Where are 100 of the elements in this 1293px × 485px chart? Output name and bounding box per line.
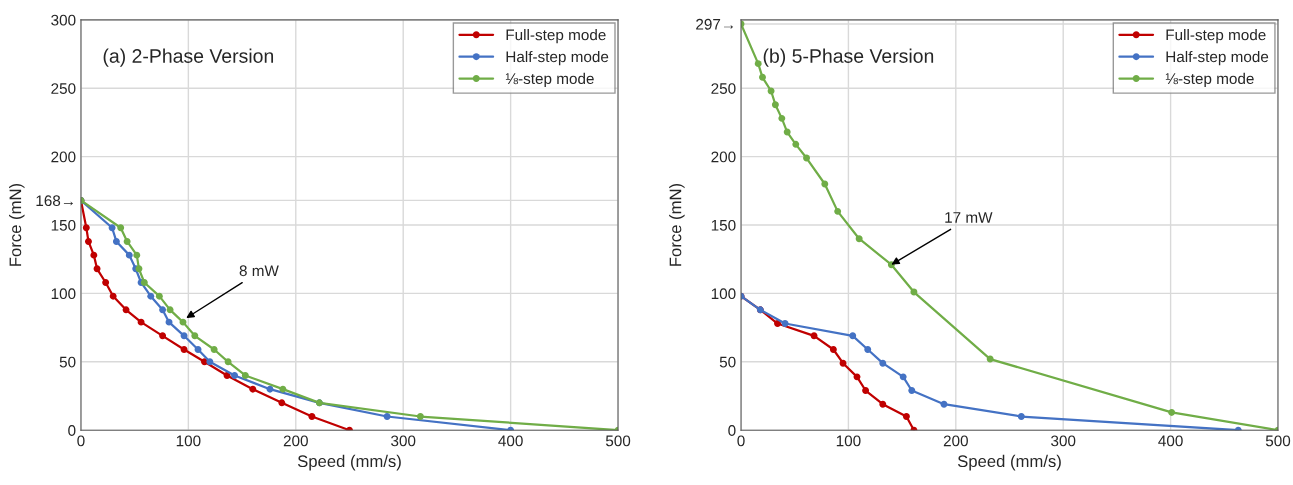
point <box>191 332 199 340</box>
point <box>180 346 188 353</box>
point <box>855 235 863 243</box>
point <box>778 114 786 122</box>
point <box>829 346 837 353</box>
y-tick-label: 150 <box>51 219 76 231</box>
point <box>82 224 90 232</box>
point <box>278 399 286 407</box>
point <box>810 332 818 340</box>
point <box>90 251 98 259</box>
x-tick-label: 100 <box>176 435 201 447</box>
y-tick-label: 150 <box>711 219 736 231</box>
point <box>759 73 766 81</box>
point <box>179 318 187 326</box>
legend-label: Half-step mode <box>1166 50 1269 66</box>
x-tick-label: 400 <box>1158 435 1183 447</box>
y-tick-label: 200 <box>711 151 736 163</box>
point <box>112 237 120 245</box>
point <box>908 387 916 394</box>
point <box>224 358 232 366</box>
point <box>308 413 316 420</box>
text: (b) 5-Phase Version <box>763 48 934 67</box>
point <box>122 306 130 314</box>
point <box>1017 413 1025 420</box>
point <box>117 224 125 232</box>
point <box>108 224 116 232</box>
point <box>133 251 141 259</box>
point <box>231 372 239 379</box>
x-tick-label: 0 <box>77 435 85 447</box>
point <box>899 373 907 381</box>
point <box>266 385 274 393</box>
legend-label: Half-step mode <box>506 50 609 66</box>
x-tick-label: 300 <box>1051 435 1076 447</box>
point <box>902 413 910 420</box>
point <box>155 292 163 300</box>
x-tick-label: 100 <box>836 435 861 447</box>
point <box>834 207 842 215</box>
point <box>940 400 948 408</box>
point <box>783 128 791 136</box>
point <box>383 413 391 420</box>
y-axis-title: Force (mN) <box>669 183 685 266</box>
y-tick-label: 300 <box>51 14 76 26</box>
point <box>821 180 829 188</box>
legend-label: ⅛-step mode <box>505 72 594 88</box>
x-tick-label: 0 <box>737 435 745 447</box>
y-tick-label: 100 <box>51 288 76 300</box>
x-tick-label: 200 <box>283 435 308 447</box>
annotation: 17 mW <box>945 212 993 223</box>
point <box>879 359 887 367</box>
y-tick-label: 0 <box>728 425 736 436</box>
point <box>849 332 857 340</box>
point <box>416 413 424 420</box>
legend-label: Full-step mode <box>506 29 606 44</box>
point <box>109 292 117 300</box>
legend-label: ⅛-step mode <box>1165 72 1254 88</box>
point <box>249 385 257 393</box>
x-tick-label: 300 <box>391 435 416 447</box>
y-tick-label: 50 <box>719 356 736 368</box>
point <box>102 279 110 286</box>
point <box>1168 408 1176 416</box>
point <box>279 385 287 393</box>
y-tick-label: 250 <box>51 83 76 94</box>
point <box>166 306 174 314</box>
x-tick-label: 500 <box>605 435 631 447</box>
y-tick-label: 200 <box>51 151 76 163</box>
text: (a) 2-Phase Version <box>103 48 274 67</box>
y-tick-label: 168→ <box>36 195 73 207</box>
point <box>792 140 800 148</box>
point <box>194 346 202 353</box>
point <box>839 359 847 367</box>
point <box>125 251 133 259</box>
x-tick-label: 500 <box>1265 435 1291 447</box>
y-tick-label: 0 <box>68 425 76 436</box>
point <box>159 306 167 314</box>
annotation: 8 mW <box>239 265 279 277</box>
point <box>864 346 872 353</box>
point <box>241 372 249 379</box>
x-tick-label: 400 <box>498 435 523 447</box>
x-tick-label: 200 <box>943 435 968 447</box>
point <box>123 237 131 245</box>
y-axis-title: Force (mN) <box>9 183 25 266</box>
point <box>210 346 218 353</box>
point <box>853 373 861 381</box>
point <box>165 318 173 326</box>
legend-label: Full-step mode <box>1166 29 1266 44</box>
point <box>159 332 167 340</box>
x-axis-title: Speed (mm/s) <box>957 454 1061 471</box>
point <box>180 332 188 340</box>
point <box>771 101 779 109</box>
point <box>147 292 155 300</box>
y-tick-label: 100 <box>711 288 736 300</box>
point <box>206 358 214 366</box>
point <box>781 320 789 327</box>
x-axis-title: Speed (mm/s) <box>297 454 401 471</box>
point <box>986 355 994 363</box>
y-tick-label: 297→ <box>696 18 734 30</box>
point <box>803 154 810 162</box>
point <box>84 237 92 245</box>
point <box>862 387 870 394</box>
y-tick-label: 50 <box>59 356 76 368</box>
